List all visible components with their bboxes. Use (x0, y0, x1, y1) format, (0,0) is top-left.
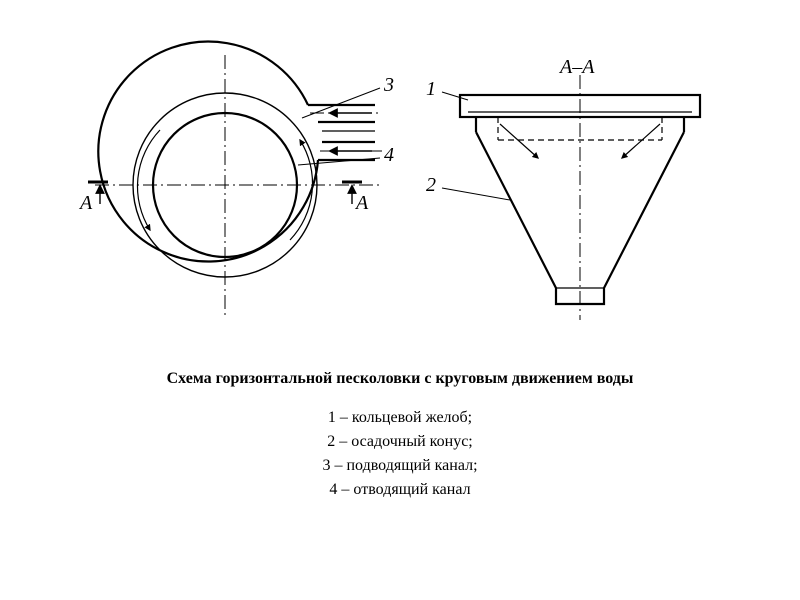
section-view (442, 75, 700, 320)
flow-arrow-down-right (622, 124, 660, 158)
legend-item: 2 – осадочный конус; (0, 430, 800, 454)
callout-3: 3 (384, 74, 394, 97)
channels (308, 105, 382, 160)
circ-flow-arrow-left (137, 130, 160, 230)
technical-drawing (0, 0, 800, 340)
drawing-area: A A 3 4 А–А 1 2 (0, 0, 800, 340)
outer-circle (98, 42, 318, 262)
circ-flow-arrow-right (290, 140, 313, 240)
page: A A 3 4 А–А 1 2 Схема горизонтальной пес… (0, 0, 800, 600)
plan-view (88, 42, 382, 315)
legend-item: 3 – подводящий канал; (0, 454, 800, 478)
caption-block: Схема горизонтальной песколовки с кругов… (0, 370, 800, 502)
section-label-A-right: A (356, 192, 368, 215)
leader-2 (442, 188, 510, 200)
section-label-A-left: A (80, 192, 92, 215)
legend-item: 4 – отводящий канал (0, 478, 800, 502)
legend-item: 1 – кольцевой желоб; (0, 406, 800, 430)
caption-title: Схема горизонтальной песколовки с кругов… (0, 370, 800, 388)
callout-1: 1 (426, 78, 436, 101)
callout-4: 4 (384, 144, 394, 167)
section-title: А–А (560, 56, 594, 79)
callout-2: 2 (426, 174, 436, 197)
legend: 1 – кольцевой желоб; 2 – осадочный конус… (0, 406, 800, 502)
flow-arrow-down-left (500, 124, 538, 158)
